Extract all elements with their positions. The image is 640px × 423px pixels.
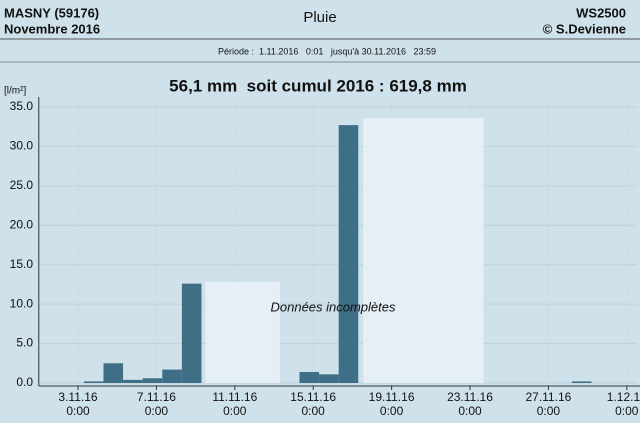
y-axis-label: [l/m²] [4,86,26,97]
x-tick-label: 15.11.16 0:00 [290,390,337,418]
bar [181,283,202,383]
chart-title: Pluie [303,9,336,26]
period: Novembre 2016 [4,21,100,36]
device: WS2500 [576,5,626,20]
bar [162,369,182,383]
bar [123,379,143,383]
y-tick-label: 15.0 [10,257,34,271]
bar [142,378,163,383]
bar [299,371,320,383]
bar [338,125,359,383]
y-tick-label: 10.0 [10,296,34,310]
y-tick-label: 35.0 [10,99,34,113]
author: © S.Devienne [543,21,626,36]
x-tick-label: 27.11.16 0:00 [525,390,572,418]
x-tick-label: 19.11.16 0:00 [368,390,415,418]
bar [319,374,339,383]
incomplete-region [363,118,484,383]
y-tick-label: 25.0 [10,178,34,192]
y-tick-label: 20.0 [10,217,34,231]
y-tick-label: 30.0 [10,139,34,153]
station: MASNY (59176) [4,5,99,20]
x-tick-label: 11.11.16 0:00 [212,390,258,418]
x-tick-label: 7.11.16 0:00 [136,390,176,418]
subtitle: Période : 1.11.2016 0:01 jusqu'à 30.11.2… [218,46,436,56]
bar [103,363,124,383]
annotation: Données incomplètes [270,299,396,314]
incomplete-region [205,282,280,383]
bar [571,381,592,383]
x-tick-label: 1.12.16 0:00 [606,390,640,418]
x-tick-label: 23.11.16 0:00 [447,390,493,418]
y-tick-label: 5.0 [16,336,33,350]
x-tick-label: 3.11.16 0:00 [58,390,98,418]
headline: 56,1 mm soit cumul 2016 : 619,8 mm [169,76,467,95]
y-tick-label: 0.0 [16,375,33,389]
bar [83,381,104,383]
